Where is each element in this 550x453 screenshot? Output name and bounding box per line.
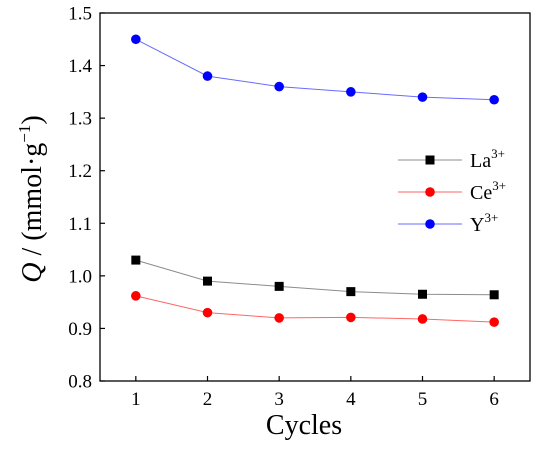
legend-item-la: La3+ [398,146,505,172]
legend-label-la-charge: 3+ [491,146,505,161]
point-y-4 [346,87,356,97]
legend-marker-y [425,219,435,229]
point-ce-1 [131,291,141,301]
point-y-1 [131,34,141,45]
y-tick-label-1.1: 1.1 [68,214,92,235]
y-axis-title: Q / (mmol·g−1) [15,115,48,282]
y-tick-label-1.4: 1.4 [68,56,92,77]
point-la-6 [489,290,499,300]
legend-label-y-name: Y [470,214,484,236]
point-la-1 [131,255,141,265]
x-tick-label-4: 4 [346,389,356,410]
point-ce-2 [202,307,213,318]
legend-label-ce: Ce3+ [470,178,506,204]
series-line-la [135,259,495,296]
legend-label-ce-name: Ce [470,182,492,204]
plot-frame [99,12,531,382]
x-tick-label-6: 6 [489,389,499,410]
legend-label-y-charge: 3+ [484,210,498,225]
x-axis-ticks: 1 2 3 4 5 6 [131,376,499,410]
y-axis-unit-close: ) [17,115,48,124]
point-la-2 [203,276,212,286]
legend-label-ce-charge: 3+ [492,178,506,193]
legend-label-la-name: La [470,150,491,172]
point-y-6 [489,94,499,105]
point-la-5 [418,289,427,299]
y-axis-ticks: 0.8 0.9 1.0 1.1 1.2 1.3 1.4 1.5 [68,4,105,393]
point-ce-3 [274,313,284,323]
x-axis-title: Cycles [266,410,342,441]
point-y-5 [417,92,428,102]
x-tick-label-2: 2 [203,389,213,410]
point-la-4 [346,287,356,297]
y-tick-label-0.8: 0.8 [68,372,92,393]
series-layer [131,34,499,327]
y-tick-label-1.2: 1.2 [68,161,92,182]
x-tick-label-3: 3 [274,389,284,410]
series-line-y [135,38,495,101]
y-axis-variable: Q [17,262,48,282]
y-tick-label-1.3: 1.3 [68,109,92,130]
point-ce-5 [417,314,428,324]
legend-label-y: Y3+ [470,210,498,236]
x-tick-label-5: 5 [418,389,428,410]
y-tick-label-0.9: 0.9 [68,319,92,340]
series-ce [131,291,499,327]
series-la [131,255,499,300]
point-ce-4 [346,312,356,323]
series-line-ce [135,295,495,323]
series-y [131,34,499,105]
x-tick-label-1: 1 [131,389,141,410]
y-axis-unit-exponent: −1 [15,125,34,143]
point-y-3 [274,81,284,92]
legend: La3+ Ce3+ Y3+ [398,146,506,236]
y-tick-label-1.0: 1.0 [68,266,92,287]
y-axis-unit: / (mmol·g [17,143,48,263]
legend-marker-la [425,155,435,165]
point-ce-6 [489,317,499,327]
legend-item-y: Y3+ [398,210,498,236]
legend-marker-ce [425,187,435,197]
y-tick-label-1.5: 1.5 [68,4,92,25]
legend-label-la: La3+ [470,146,505,172]
point-la-3 [274,281,284,291]
point-y-2 [202,71,213,81]
legend-item-ce: Ce3+ [398,178,506,204]
